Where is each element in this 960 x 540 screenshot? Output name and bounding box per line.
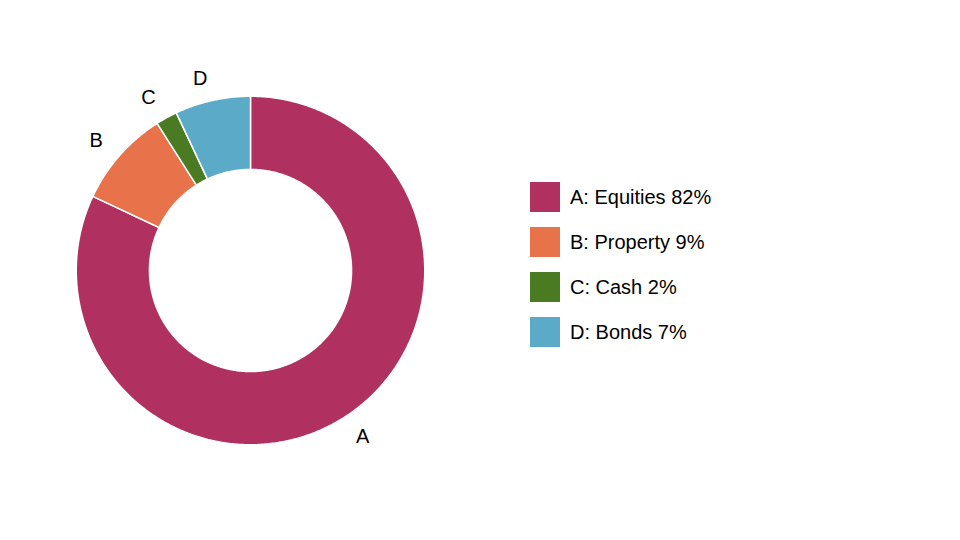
svg-text:D: D [193,67,207,89]
svg-text:A: A [356,425,370,447]
html-text:C: Cash 2%: C: Cash 2% [570,276,677,298]
svg-text:B: B [89,129,102,151]
html-text:A: Equities 82%: A: Equities 82% [570,186,712,208]
svg-text:C: C [141,86,155,108]
html-text:D: Bonds 7%: D: Bonds 7% [570,321,687,343]
html-text:B: Property 9%: B: Property 9% [570,231,705,253]
